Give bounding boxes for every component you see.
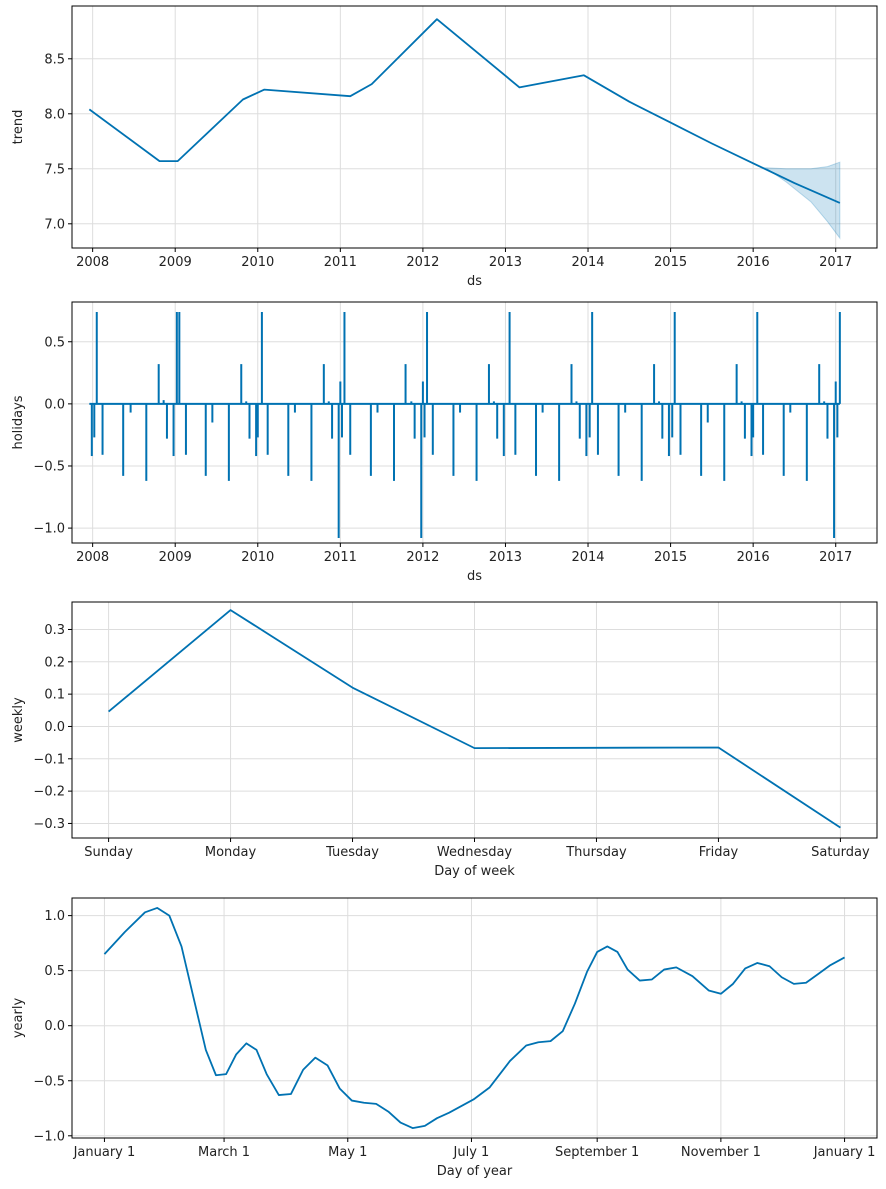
y-tick-label: 0.2: [44, 655, 65, 670]
x-tick-label: 2008: [76, 550, 109, 565]
y-axis-label: yearly: [11, 998, 26, 1039]
weekly-panel: Sunday Monday Tuesday Wednesday Thursday Frid…: [11, 601, 878, 879]
x-tick-label: 2012: [406, 255, 439, 270]
weekly-series-line: [108, 609, 841, 829]
y-tick-label: 0.1: [44, 688, 65, 703]
trend-series-line: [88, 18, 841, 204]
x-axis-label: Day of week: [434, 864, 515, 879]
x-tick-label: 2013: [489, 550, 522, 565]
trend-panel: 2008 2009 2010 2011 2012 2013 2014 2015 2016 2017…: [11, 5, 878, 289]
x-tick-label: 2017: [819, 550, 852, 565]
x-tick-label: Tuesday: [325, 845, 379, 860]
y-tick-label: 0.0: [44, 1019, 65, 1034]
y-tick-label: 0.3: [44, 623, 65, 638]
x-tick-label: 2011: [324, 255, 357, 270]
plot-frame: [71, 301, 878, 544]
y-axis-label: trend: [11, 110, 26, 145]
y-tick-label: 0.0: [44, 397, 65, 412]
x-tick-label: 2013: [489, 255, 522, 270]
x-axis-label: Day of year: [437, 1164, 513, 1179]
x-axis-label: ds: [467, 569, 482, 584]
x-tick-label: 2008: [76, 255, 109, 270]
y-tick-label: 8.0: [44, 107, 65, 122]
y-tick-label: 0.0: [44, 720, 65, 735]
y-tick-label: −0.2: [33, 785, 65, 800]
x-tick-label: 2011: [324, 550, 357, 565]
y-tick-label: −1.0: [33, 1129, 65, 1144]
x-tick-label: 2015: [654, 255, 687, 270]
x-tick-label: 2012: [406, 550, 439, 565]
x-tick-label: 2016: [737, 550, 770, 565]
x-tick-label: Thursday: [565, 845, 627, 860]
x-tick-label: 2010: [241, 550, 274, 565]
x-axis-label: ds: [467, 274, 482, 289]
y-tick-label: 0.5: [44, 335, 65, 350]
x-tick-label: Wednesday: [437, 845, 513, 860]
yearly-panel: January 1 March 1 May 1 July 1 September 1 No…: [11, 897, 878, 1179]
x-tick-label: March 1: [198, 1145, 250, 1160]
x-tick-label: January 1: [73, 1145, 136, 1160]
x-tick-label: 2014: [571, 550, 604, 565]
y-tick-label: −0.3: [33, 817, 65, 832]
y-tick-label: 1.0: [44, 909, 65, 924]
holidays-panel: 2008 2009 2010 2011 2012 2013 2014 2015 2016 2017…: [11, 301, 878, 584]
x-tick-label: January 1: [813, 1145, 876, 1160]
y-tick-label: −0.1: [33, 752, 65, 767]
x-tick-label: 2016: [737, 255, 770, 270]
yearly-series-line: [103, 907, 845, 1129]
x-tick-label: Friday: [699, 845, 739, 860]
x-tick-label: Monday: [205, 845, 257, 860]
x-tick-label: Saturday: [811, 845, 870, 860]
x-tick-label: 2009: [159, 255, 192, 270]
x-tick-label: 2009: [159, 550, 192, 565]
y-tick-label: 7.5: [44, 162, 65, 177]
y-tick-label: −0.5: [33, 1074, 65, 1089]
y-tick-label: 8.5: [44, 52, 65, 67]
x-tick-label: Sunday: [84, 845, 133, 860]
y-tick-label: 0.5: [44, 964, 65, 979]
y-tick-label: 7.0: [44, 217, 65, 232]
uncertainty-band: [763, 161, 841, 240]
x-tick-label: May 1: [328, 1145, 367, 1160]
x-tick-label: 2017: [819, 255, 852, 270]
plot-frame: [71, 5, 878, 249]
x-tick-label: 2010: [241, 255, 274, 270]
y-axis-label: weekly: [11, 697, 26, 743]
plot-frame: [71, 897, 878, 1139]
y-tick-label: −1.0: [33, 522, 65, 537]
y-tick-label: −0.5: [33, 459, 65, 474]
y-axis-label: holidays: [11, 395, 26, 449]
x-tick-label: 2015: [654, 550, 687, 565]
x-tick-label: September 1: [555, 1145, 639, 1160]
x-tick-label: November 1: [681, 1145, 761, 1160]
x-tick-label: July 1: [453, 1145, 490, 1160]
x-tick-label: 2014: [571, 255, 604, 270]
